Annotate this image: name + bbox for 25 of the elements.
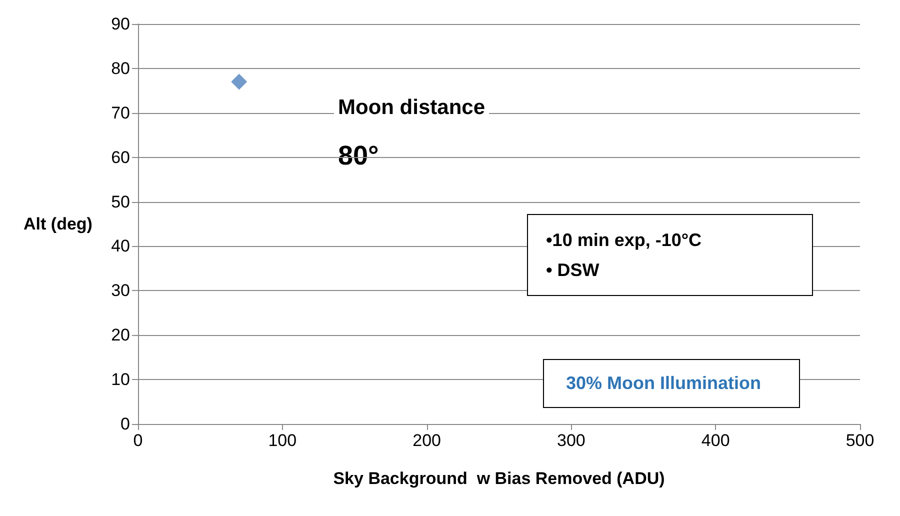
y-tick-label: 20 xyxy=(111,326,130,345)
y-tick-label: 80 xyxy=(111,58,130,78)
annotation: Moon distance xyxy=(338,96,486,120)
y-tick-label: 90 xyxy=(111,14,130,34)
y-tick-label: 70 xyxy=(111,103,130,122)
annotation: •10 min exp, -10°C xyxy=(546,229,702,252)
y-tick-label: 0 xyxy=(120,414,130,434)
x-tick-label: 0 xyxy=(133,431,143,450)
x-tick-label: 200 xyxy=(412,431,441,450)
x-tick-label: 400 xyxy=(701,431,730,450)
y-tick-label: 50 xyxy=(111,192,130,212)
x-tick-label: 100 xyxy=(268,431,297,450)
y-tick-label: 60 xyxy=(111,148,130,167)
y-tick-label: 10 xyxy=(111,370,130,390)
annotation: 30% Moon Illumination xyxy=(566,373,762,394)
x-tick-label: 500 xyxy=(846,431,874,450)
x-tick-label: 300 xyxy=(557,431,586,450)
y-tick-label: 40 xyxy=(111,236,130,256)
x-axis-title: Sky Background w Bias Removed (ADU) xyxy=(333,469,665,488)
y-tick-label: 30 xyxy=(111,281,130,300)
text-box: •10 min exp, -10°C • DSW xyxy=(527,214,813,296)
y-axis-title: Alt (deg) xyxy=(24,214,92,234)
text-box: 30% Moon Illumination xyxy=(543,359,800,408)
annotation: • DSW xyxy=(546,259,600,282)
annotation: 80° xyxy=(338,140,379,170)
